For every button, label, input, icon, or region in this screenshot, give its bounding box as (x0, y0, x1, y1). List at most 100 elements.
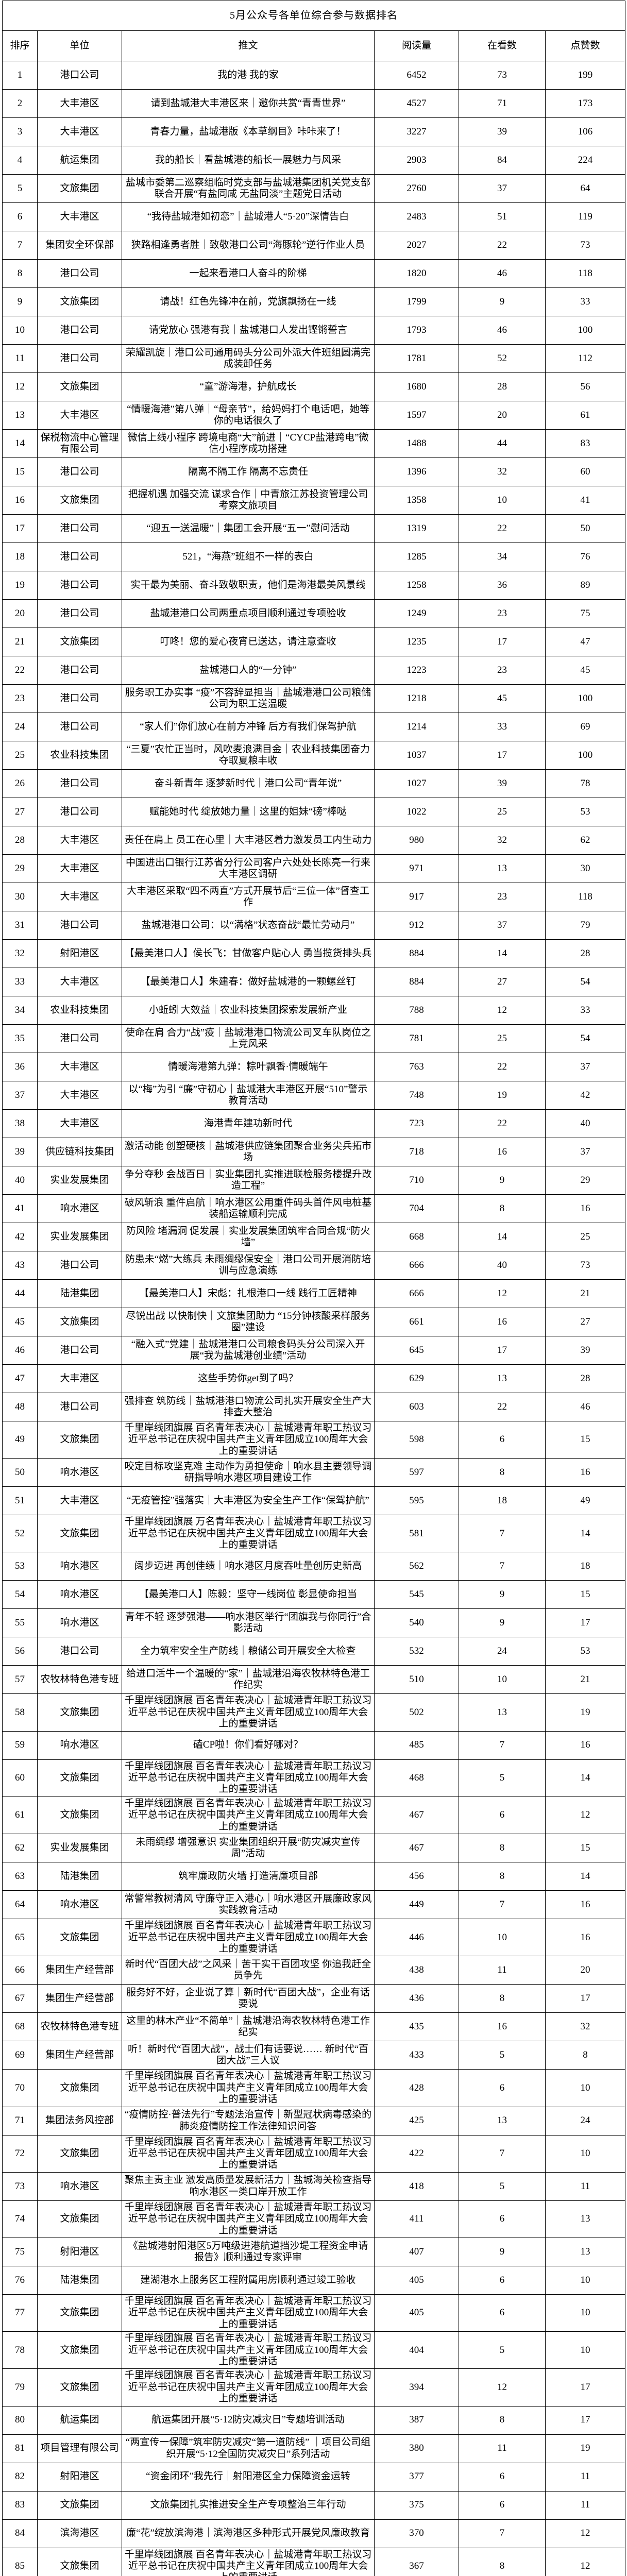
post-title-cell: 盐城港港口公司：以“满格”状态奋战“最忙劳动月” (122, 911, 375, 940)
read-count-cell: 562 (374, 1552, 459, 1581)
read-count-cell: 971 (374, 854, 459, 883)
table-row: 39 供应链科技集团 激活动能 创塑硬核｜盐城港供应链集团聚合业务尖兵拓市场 7… (2, 1138, 626, 1166)
watch-count-cell: 9 (459, 1580, 546, 1609)
post-title-cell: 未雨绸缪 增强意识 实业集团组织开展“防灾减灾宣传周”活动 (122, 1834, 375, 1863)
watch-count-cell: 17 (459, 741, 546, 770)
rank-cell: 21 (2, 628, 38, 656)
post-title-cell: “疫情防控·普法先行”专题法治宣传｜新型冠状病毒感染的肺炎疫情防控工作法律知识问… (122, 2106, 375, 2136)
unit-cell: 文旅集团 (37, 2490, 122, 2520)
watch-count-cell: 46 (459, 316, 546, 345)
watch-count-cell: 6 (459, 2490, 546, 2520)
rank-cell: 35 (2, 1024, 38, 1053)
column-header-5: 点赞数 (545, 30, 626, 61)
like-count-cell: 11 (545, 2490, 626, 2520)
unit-cell: 文旅集团 (37, 2294, 122, 2332)
rank-cell: 64 (2, 1890, 38, 1920)
post-title-cell: 盐城港口人的“一分钟” (122, 656, 375, 685)
unit-cell: 文旅集团 (37, 2547, 122, 2576)
read-count-cell: 1223 (374, 656, 459, 685)
like-count-cell: 16 (545, 1194, 626, 1223)
watch-count-cell: 5 (459, 2041, 546, 2070)
read-count-cell: 404 (374, 2331, 459, 2369)
rank-cell: 56 (2, 1637, 38, 1666)
column-header-2: 推文 (122, 30, 375, 61)
like-count-cell: 37 (545, 1053, 626, 1081)
rank-cell: 67 (2, 1984, 38, 2013)
post-title-cell: 千里岸线团旗展 百名青年表决心｜盐城港青年职工热议习近平总书记在庆祝中国共产主义… (122, 2547, 375, 2576)
post-title-cell: 《盐城港射阳港区5万吨级进港航道挡沙堤工程资金申请报告》顺利通过专家评审 (122, 2237, 375, 2266)
table-row: 48 港口公司 强排查 筑防线｜盐城港港口物流公司扎实开展安全生产大排查大整治 … (2, 1393, 626, 1421)
table-row: 54 响水港区 【最美港口人】陈毅：坚守一线岗位 彰显使命担当 545 9 15 (2, 1580, 626, 1609)
read-count-cell: 446 (374, 1919, 459, 1957)
like-count-cell: 46 (545, 1393, 626, 1421)
unit-cell: 项目管理有限公司 (37, 2434, 122, 2463)
rank-cell: 18 (2, 543, 38, 571)
like-count-cell: 60 (545, 457, 626, 486)
watch-count-cell: 18 (459, 1486, 546, 1516)
unit-cell: 集团法务风控部 (37, 2106, 122, 2136)
watch-count-cell: 32 (459, 826, 546, 855)
like-count-cell: 89 (545, 571, 626, 600)
like-count-cell: 78 (545, 769, 626, 798)
watch-count-cell: 6 (459, 2200, 546, 2238)
post-title-cell: 咬定目标攻坚克难 主动作为勇担使命｜响水县主要领导调研指导响水港区项目建设工作 (122, 1458, 375, 1487)
table-row: 16 文旅集团 把握机遇 加强交流 谋求合作｜中青旅江苏投资管理公司考察文旅项目… (2, 486, 626, 515)
post-title-cell: 给进口活牛一个温暖的“家”｜盐城港沿海农牧林特色港工作纪实 (122, 1665, 375, 1694)
post-title-cell: 请战！红色先锋冲在前，党旗飘扬在一线 (122, 287, 375, 316)
rank-cell: 63 (2, 1862, 38, 1891)
watch-count-cell: 44 (459, 429, 546, 458)
post-title-cell: “资金闭环”我先行｜射阳港区全力保障资金运转 (122, 2462, 375, 2492)
read-count-cell: 1820 (374, 259, 459, 288)
post-title-cell: 聚焦主责主业 激发高质量发展新活力｜盐城海关检查指导响水港区一类口岸开放工作 (122, 2172, 375, 2201)
unit-cell: 文旅集团 (37, 287, 122, 316)
rank-cell: 7 (2, 231, 38, 260)
unit-cell: 大丰港区 (37, 968, 122, 996)
post-title-cell: 磕CP啦！你们看好哪对？ (122, 1731, 375, 1760)
watch-count-cell: 5 (459, 1759, 546, 1797)
read-count-cell: 418 (374, 2172, 459, 2201)
like-count-cell: 79 (545, 911, 626, 940)
post-title-cell: 廉“花”绽放滨海港｜滨海港区多种形式开展党风廉政教育 (122, 2519, 375, 2548)
like-count-cell: 39 (545, 1336, 626, 1365)
table-row: 71 集团法务风控部 “疫情防控·普法先行”专题法治宣传｜新型冠状病毒感染的肺炎… (2, 2106, 626, 2136)
read-count-cell: 917 (374, 883, 459, 911)
post-title-cell: 千里岸线团旗展 百名青年表决心｜盐城港青年职工热议习近平总书记在庆祝中国共产主义… (122, 2368, 375, 2406)
like-count-cell: 100 (545, 316, 626, 345)
post-title-cell: “迎五一送温暖”｜集团工会开展“五一”慰问活动 (122, 514, 375, 543)
table-row: 44 陆港集团 【最美港口人】宋彪：扎根港口一线 践行工匠精神 666 12 2… (2, 1279, 626, 1308)
like-count-cell: 16 (545, 1731, 626, 1760)
table-row: 67 集团生产经营部 服务好不好，企业说了算｜新时代“百团大战”，企业有话要说 … (2, 1984, 626, 2013)
rank-cell: 6 (2, 202, 38, 231)
post-title-cell: 服务好不好，企业说了算｜新时代“百团大战”，企业有话要说 (122, 1984, 375, 2013)
watch-count-cell: 7 (459, 2519, 546, 2548)
unit-cell: 港口公司 (37, 1393, 122, 1421)
like-count-cell: 40 (545, 1109, 626, 1138)
post-title-cell: 狭路相逢勇者胜｜致敬港口公司“海豚轮”逆行作业人员 (122, 231, 375, 260)
unit-cell: 农业科技集团 (37, 996, 122, 1025)
rank-cell: 15 (2, 457, 38, 486)
table-row: 29 大丰港区 中国进出口银行江苏省分行公司客户六处处长陈亮一行来大丰港区调研 … (2, 854, 626, 883)
like-count-cell: 30 (545, 854, 626, 883)
watch-count-cell: 6 (459, 2069, 546, 2107)
table-row: 6 大丰港区 “我待盐城港如初恋”｜盐城港人“5·20”深情告白 2483 51… (2, 202, 626, 231)
unit-cell: 实业发展集团 (37, 1834, 122, 1863)
read-count-cell: 2483 (374, 202, 459, 231)
watch-count-cell: 8 (459, 1862, 546, 1891)
watch-count-cell: 7 (459, 1731, 546, 1760)
table-row: 11 港口公司 荣耀凯旋｜港口公司通用码头分公司外派大件班组圆满完成装卸任务 1… (2, 344, 626, 373)
like-count-cell: 20 (545, 1956, 626, 1985)
like-count-cell: 10 (545, 2331, 626, 2369)
watch-count-cell: 23 (459, 599, 546, 628)
read-count-cell: 411 (374, 2200, 459, 2238)
watch-count-cell: 7 (459, 2134, 546, 2173)
read-count-cell: 2027 (374, 231, 459, 260)
unit-cell: 大丰港区 (37, 1364, 122, 1393)
post-title-cell: 千里岸线团旗展 百名青年表决心｜盐城港青年职工热议习近平总书记在庆祝中国共产主义… (122, 2134, 375, 2173)
read-count-cell: 1793 (374, 316, 459, 345)
like-count-cell: 50 (545, 514, 626, 543)
like-count-cell: 224 (545, 146, 626, 175)
rank-cell: 49 (2, 1420, 38, 1459)
like-count-cell: 47 (545, 628, 626, 656)
table-row: 14 保税物流中心管理有限公司 微信上线小程序 跨境电商“大”前进｜“CYCP盐… (2, 429, 626, 458)
unit-cell: 集团生产经营部 (37, 1984, 122, 2013)
